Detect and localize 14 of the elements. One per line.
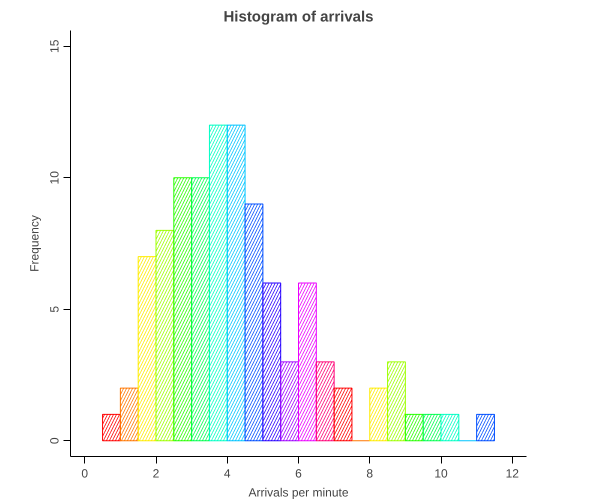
y-tick-label: 5: [48, 306, 62, 313]
x-tick-label: 12: [506, 466, 520, 480]
x-tick-label: 4: [224, 466, 231, 480]
chart-title: Histogram of arrivals: [223, 8, 374, 26]
x-tick-label: 8: [366, 466, 374, 480]
x-tick-label: 2: [152, 466, 160, 480]
x-tick-label: 0: [81, 466, 88, 480]
y-tick-label: 10: [48, 170, 62, 184]
y-tick-label: 15: [48, 39, 62, 53]
y-axis-title: Frequency: [28, 215, 42, 272]
x-tick-label: 6: [295, 466, 302, 480]
y-tick-label: 0: [48, 437, 62, 444]
x-axis-title: Arrivals per minute: [248, 486, 349, 500]
x-tick-label: 10: [434, 466, 448, 480]
